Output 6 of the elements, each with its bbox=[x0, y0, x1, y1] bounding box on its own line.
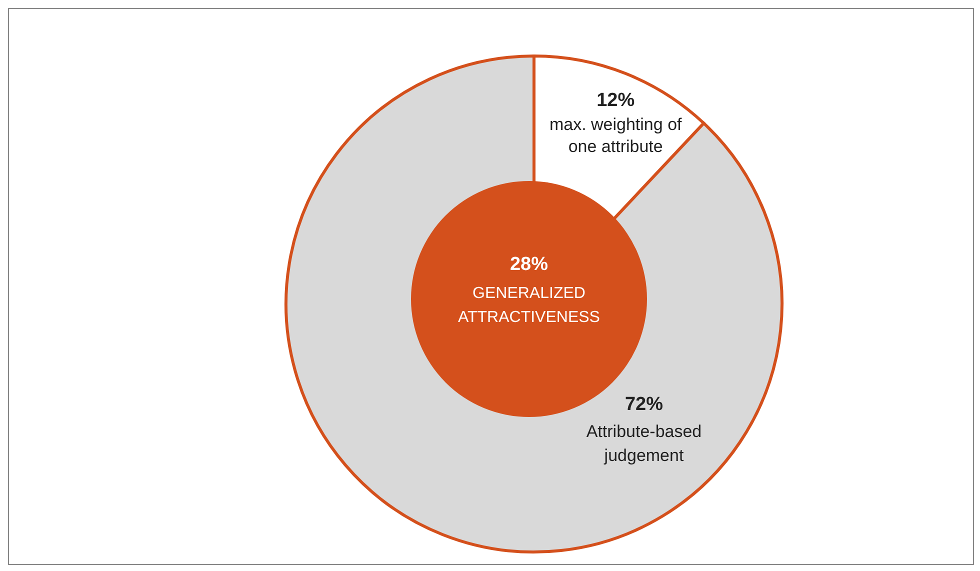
data-label: 12% bbox=[596, 90, 635, 112]
text: 28% bbox=[508, 254, 550, 276]
text: Attribute-based judgement bbox=[585, 421, 703, 467]
text: 72% bbox=[624, 394, 664, 416]
slice-label: max. weighting of one attribute bbox=[549, 115, 682, 156]
text: GENERALIZED ATTRACTIVENESS bbox=[457, 284, 601, 328]
